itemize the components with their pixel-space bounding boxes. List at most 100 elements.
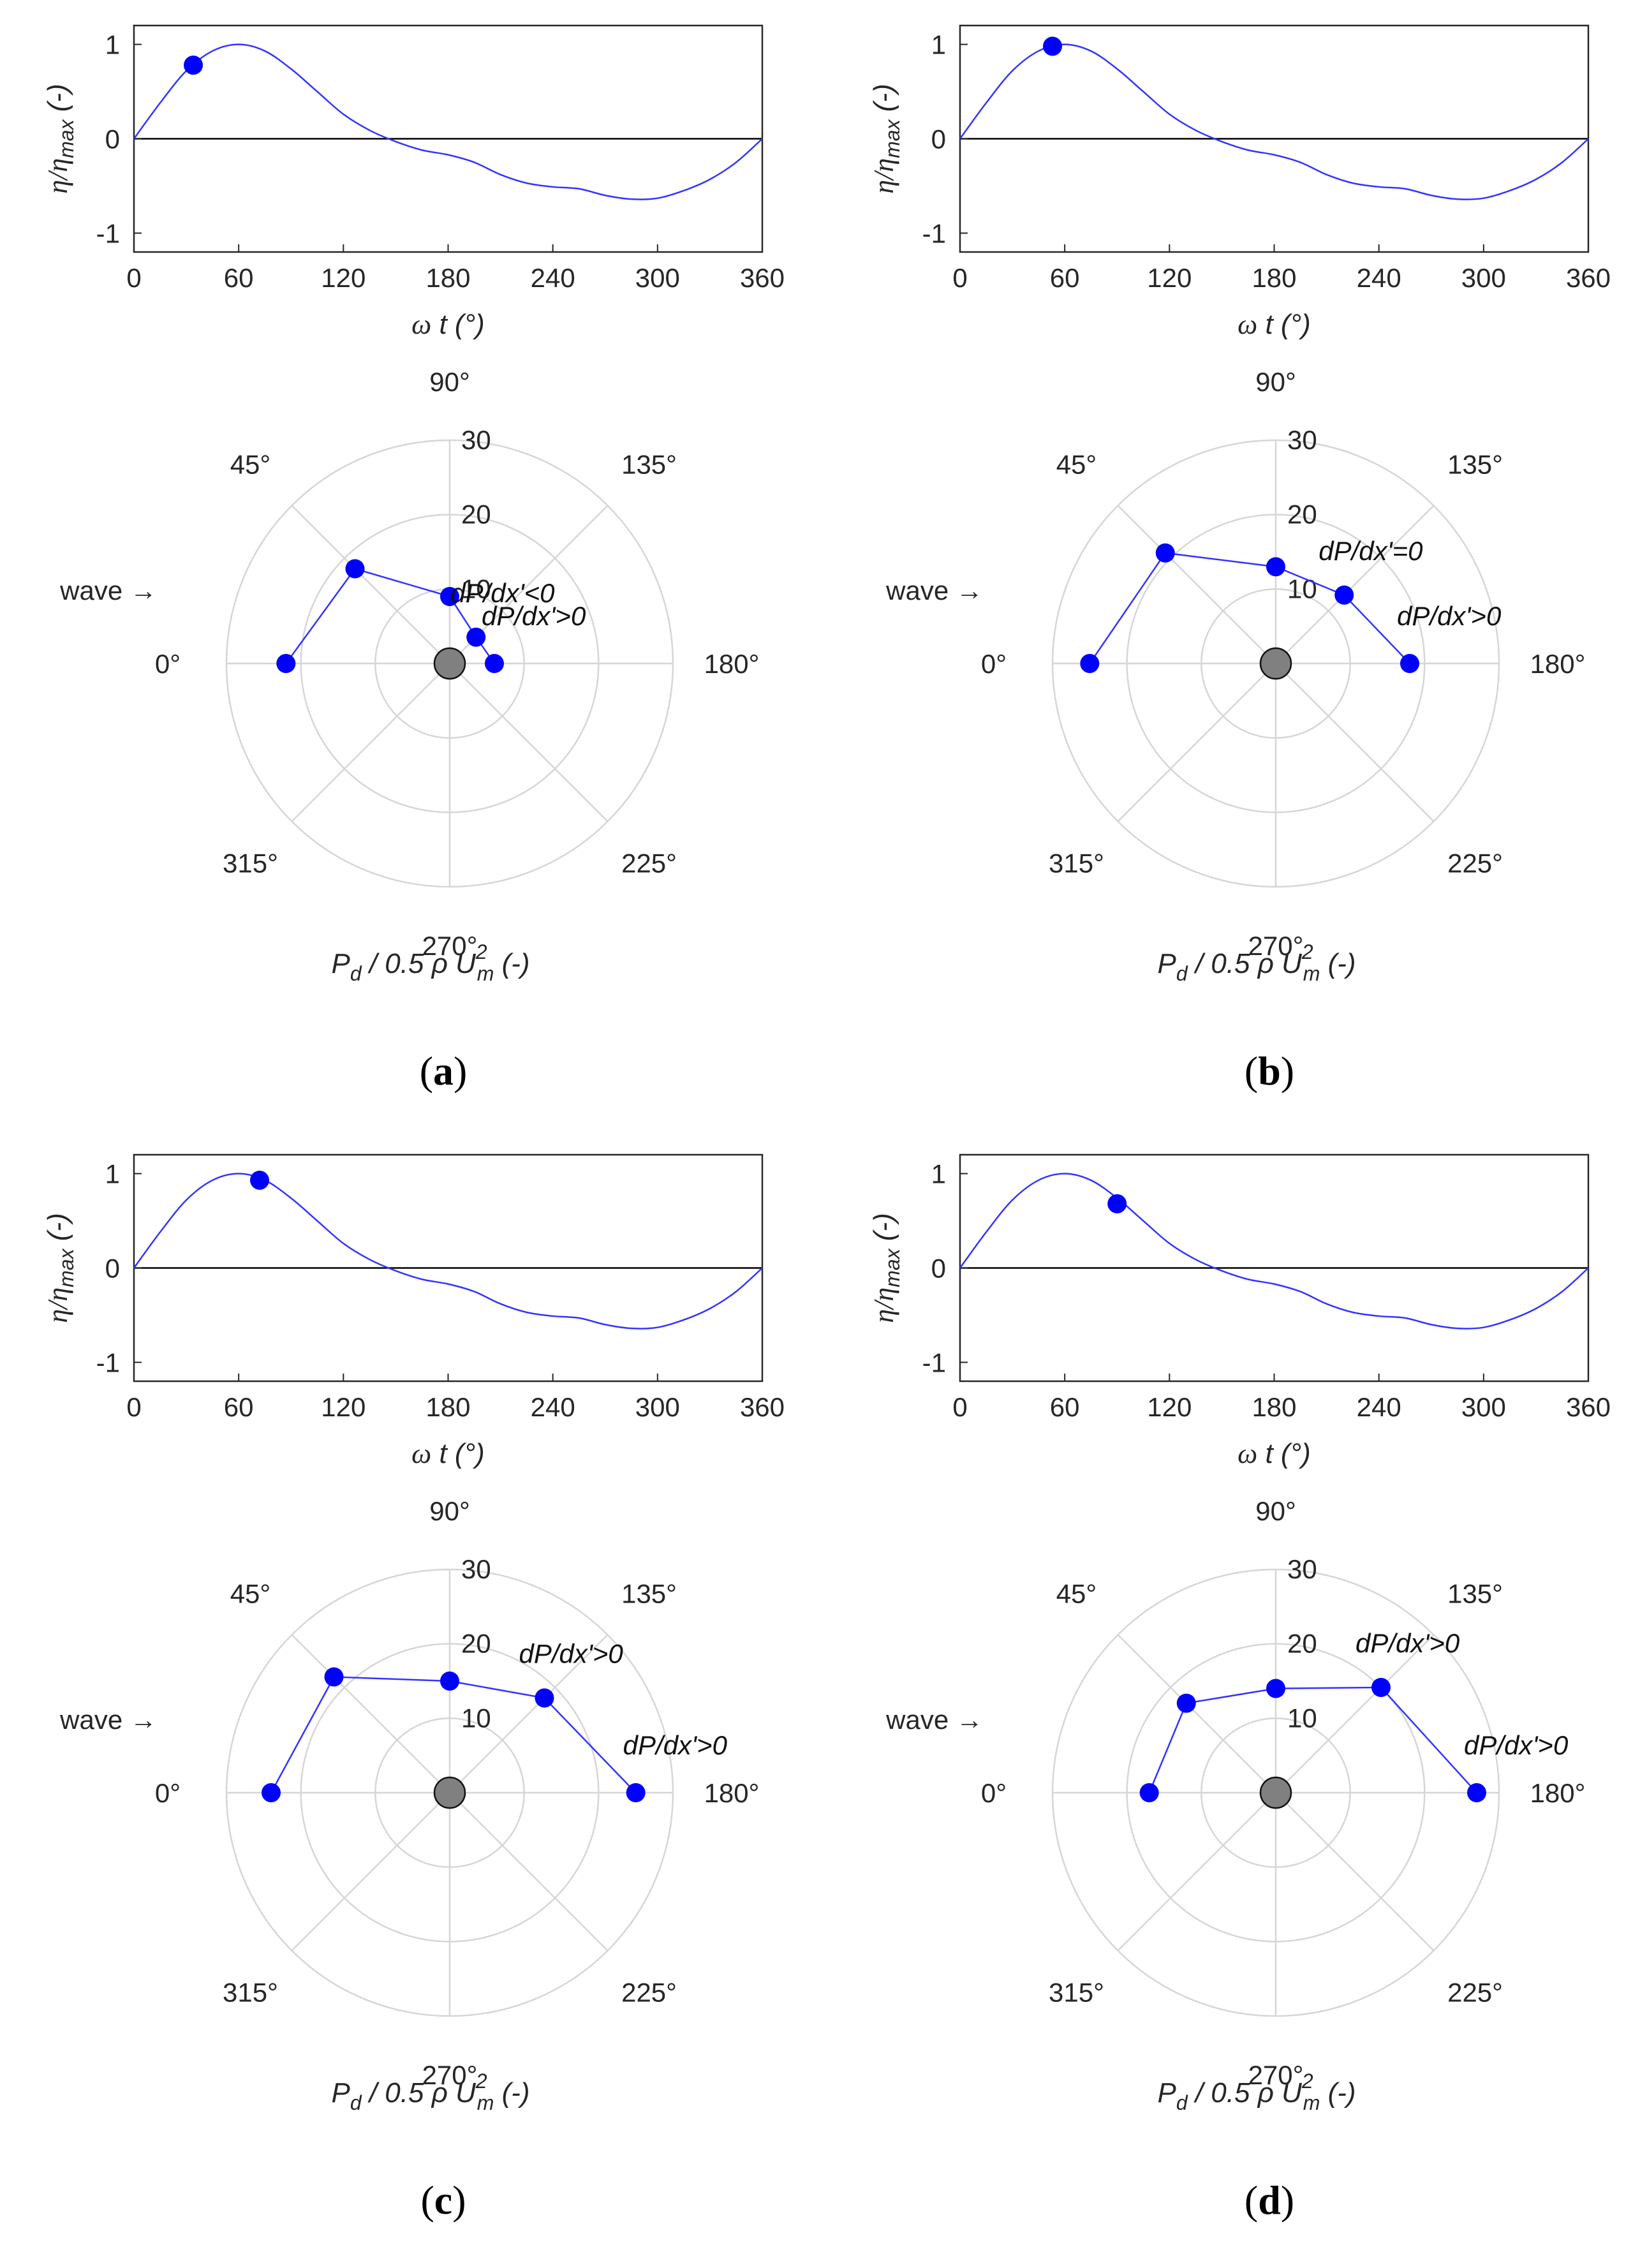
- x-tick-label: 120: [321, 263, 366, 293]
- pressure-point: [1334, 585, 1354, 605]
- angular-grid-line: [1275, 505, 1435, 664]
- x-tick-label: 360: [740, 1392, 785, 1422]
- pressure-point: [324, 1667, 344, 1687]
- panel-label: (b): [1245, 1048, 1294, 1093]
- y-tick-label: -1: [96, 218, 120, 248]
- y-tick-label: -1: [922, 1347, 946, 1377]
- angular-grid-line: [291, 505, 450, 664]
- radial-tick-label: 10: [461, 1703, 491, 1733]
- radial-tick-label: 30: [461, 425, 491, 455]
- radial-tick-label: 10: [1287, 1703, 1317, 1733]
- angle-label: 90°: [1255, 367, 1296, 397]
- polar-axis-label: Pd / 0.5 ρ U2 m (-): [331, 2070, 529, 2114]
- angle-label: 90°: [1255, 1496, 1296, 1526]
- pressure-point: [1266, 1679, 1285, 1698]
- pressure-point: [440, 1671, 459, 1691]
- angle-label: 270°: [1248, 931, 1304, 961]
- angle-label: 315°: [1049, 1978, 1104, 2008]
- x-tick-label: 0: [126, 1392, 141, 1422]
- y-tick-label: 1: [931, 1159, 946, 1189]
- radial-tick-label: 20: [461, 500, 491, 530]
- angular-grid-line: [291, 663, 450, 822]
- radial-tick-label: 10: [1287, 574, 1317, 604]
- x-tick-label: 240: [531, 1392, 575, 1422]
- angle-label: 135°: [1447, 449, 1503, 479]
- angular-grid-line: [1275, 1792, 1435, 1952]
- y-tick-label: 1: [931, 30, 946, 60]
- y-axis-label: η/ηmax (-): [868, 84, 904, 194]
- pressure-gradient-annotation: dP/dx'>0: [1464, 1730, 1569, 1760]
- x-axis-label: ω t (°): [1237, 1438, 1311, 1469]
- current-phase-marker: [250, 1170, 269, 1190]
- angular-grid-line: [1117, 505, 1276, 664]
- pressure-point: [1176, 1693, 1196, 1713]
- angle-label: 45°: [1056, 449, 1097, 479]
- angular-grid-line: [1117, 1792, 1276, 1952]
- y-tick-label: -1: [922, 218, 946, 248]
- x-tick-label: 0: [126, 263, 141, 293]
- polar-plot: 0° 45° 90° 135° 180° 225° 270° 315° 10 20 30 dP/dx'…: [59, 1496, 759, 2090]
- angle-label: 180°: [1530, 1778, 1586, 1808]
- x-axis-label: ω t (°): [411, 309, 485, 340]
- x-tick-label: 120: [1147, 1392, 1192, 1422]
- angle-label: 225°: [621, 849, 677, 878]
- pressure-series-line: [270, 1676, 637, 1793]
- x-tick-label: 360: [740, 263, 785, 293]
- angle-label: 270°: [1248, 2060, 1304, 2090]
- pressure-point: [262, 1783, 281, 1802]
- radial-tick-label: 30: [461, 1554, 491, 1584]
- x-tick-label: 180: [1252, 1392, 1296, 1422]
- elevation-series-line: [133, 1173, 763, 1330]
- angle-label: 180°: [704, 649, 760, 679]
- y-axis-label: η/ηmax (-): [42, 1213, 78, 1323]
- angle-label: 90°: [429, 367, 470, 397]
- x-tick-label: 180: [1252, 263, 1296, 293]
- y-tick-label: 0: [105, 1254, 120, 1284]
- radial-tick-label: 30: [1287, 425, 1317, 455]
- x-tick-label: 300: [1461, 263, 1506, 293]
- x-tick-label: 360: [1566, 263, 1611, 293]
- angle-label: 225°: [621, 1978, 677, 2008]
- x-tick-label: 60: [1050, 263, 1080, 293]
- x-axis-label: ω t (°): [1237, 309, 1311, 340]
- angle-label: 45°: [230, 1578, 271, 1608]
- pressure-gradient-annotation: dP/dx'=0: [1319, 536, 1423, 566]
- radial-tick-label: 30: [1287, 1554, 1317, 1584]
- angular-grid-line: [1117, 663, 1276, 822]
- radial-tick-label: 10: [461, 574, 491, 604]
- wave-direction-label: wave →: [885, 1705, 983, 1735]
- angle-label: 315°: [223, 1978, 278, 2008]
- pressure-point: [276, 654, 296, 673]
- pressure-gradient-annotation: dP/dx'>0: [1356, 1628, 1460, 1658]
- polar-plot: 0° 45° 90° 135° 180° 225° 270° 315° 10 20 30 dP/dx'…: [885, 367, 1585, 961]
- current-phase-marker: [1107, 1194, 1127, 1213]
- angular-grid-line: [291, 1634, 450, 1793]
- x-tick-label: 240: [1357, 263, 1401, 293]
- panel-label: (d): [1245, 2177, 1294, 2223]
- y-tick-label: 0: [105, 124, 120, 154]
- pressure-point: [345, 559, 365, 579]
- angle-label: 135°: [1447, 1578, 1503, 1608]
- x-tick-label: 0: [952, 263, 967, 293]
- y-axis-label: η/ηmax (-): [42, 84, 78, 194]
- x-tick-label: 300: [1461, 1392, 1506, 1422]
- x-tick-label: 300: [635, 263, 680, 293]
- angle-label: 90°: [429, 1496, 470, 1526]
- angular-grid-line: [449, 1792, 609, 1952]
- y-tick-label: 0: [931, 124, 946, 154]
- angle-label: 315°: [223, 849, 278, 878]
- x-tick-label: 240: [1357, 1392, 1401, 1422]
- x-tick-label: 300: [635, 1392, 680, 1422]
- pressure-point: [466, 627, 486, 647]
- pressure-point: [485, 654, 504, 673]
- elevation-series-line: [133, 43, 763, 200]
- angle-label: 270°: [422, 931, 478, 961]
- y-tick-label: 1: [105, 30, 120, 60]
- x-tick-label: 60: [224, 1392, 254, 1422]
- current-phase-marker: [184, 56, 203, 75]
- wave-direction-label: wave →: [59, 1705, 157, 1735]
- x-tick-label: 180: [425, 1392, 470, 1422]
- pressure-gradient-annotation: dP/dx'>0: [482, 601, 586, 631]
